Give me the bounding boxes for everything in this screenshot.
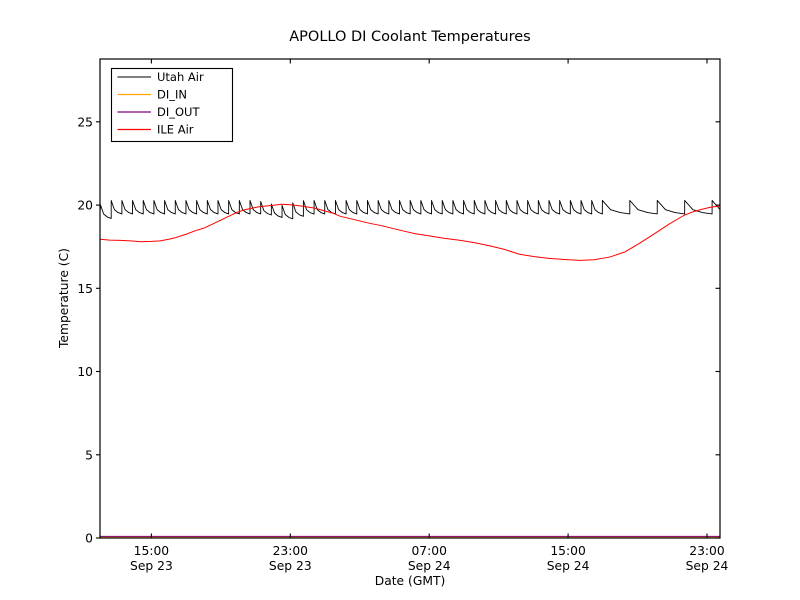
y-tick-label: 25 xyxy=(77,115,93,129)
y-tick-label: 0 xyxy=(85,532,93,546)
x-axis-label: Date (GMT) xyxy=(375,574,446,588)
x-tick-date: Sep 24 xyxy=(686,559,729,573)
x-tick-time: 23:00 xyxy=(273,544,308,558)
axes-spines xyxy=(99,58,721,539)
legend-label-di-out: DI_OUT xyxy=(157,105,200,119)
y-tick-labels: 0 5 10 15 20 25 xyxy=(77,115,93,545)
tick-marks xyxy=(96,59,720,539)
legend: Utah Air DI_IN DI_OUT ILE Air xyxy=(110,67,234,143)
x-tick-time: 23:00 xyxy=(689,544,724,558)
legend-label-utah-air: Utah Air xyxy=(157,70,204,84)
series-line-utah-air xyxy=(99,200,721,220)
x-tick-time: 07:00 xyxy=(411,544,446,558)
y-axis-label: Temperature (C) xyxy=(57,248,71,349)
series-layer xyxy=(99,200,721,538)
y-tick-label: 20 xyxy=(77,199,93,213)
x-tick-time: 15:00 xyxy=(550,544,585,558)
y-tick-label: 10 xyxy=(77,365,93,379)
x-tick-date: Sep 24 xyxy=(547,559,590,573)
x-tick-time: 15:00 xyxy=(134,544,169,558)
chart-title: APOLLO DI Coolant Temperatures xyxy=(289,29,530,45)
x-tick-labels: 15:00 Sep 23 23:00 Sep 23 07:00 Sep 24 1… xyxy=(130,544,729,573)
x-tick-date: Sep 23 xyxy=(130,559,173,573)
series-line-ile-air xyxy=(99,203,721,261)
x-tick-date: Sep 23 xyxy=(269,559,312,573)
x-tick-date: Sep 24 xyxy=(408,559,451,573)
y-tick-label: 5 xyxy=(85,448,93,462)
y-tick-label: 15 xyxy=(77,282,93,296)
legend-label-ile-air: ILE Air xyxy=(157,123,194,137)
legend-label-di-in: DI_IN xyxy=(157,88,187,102)
